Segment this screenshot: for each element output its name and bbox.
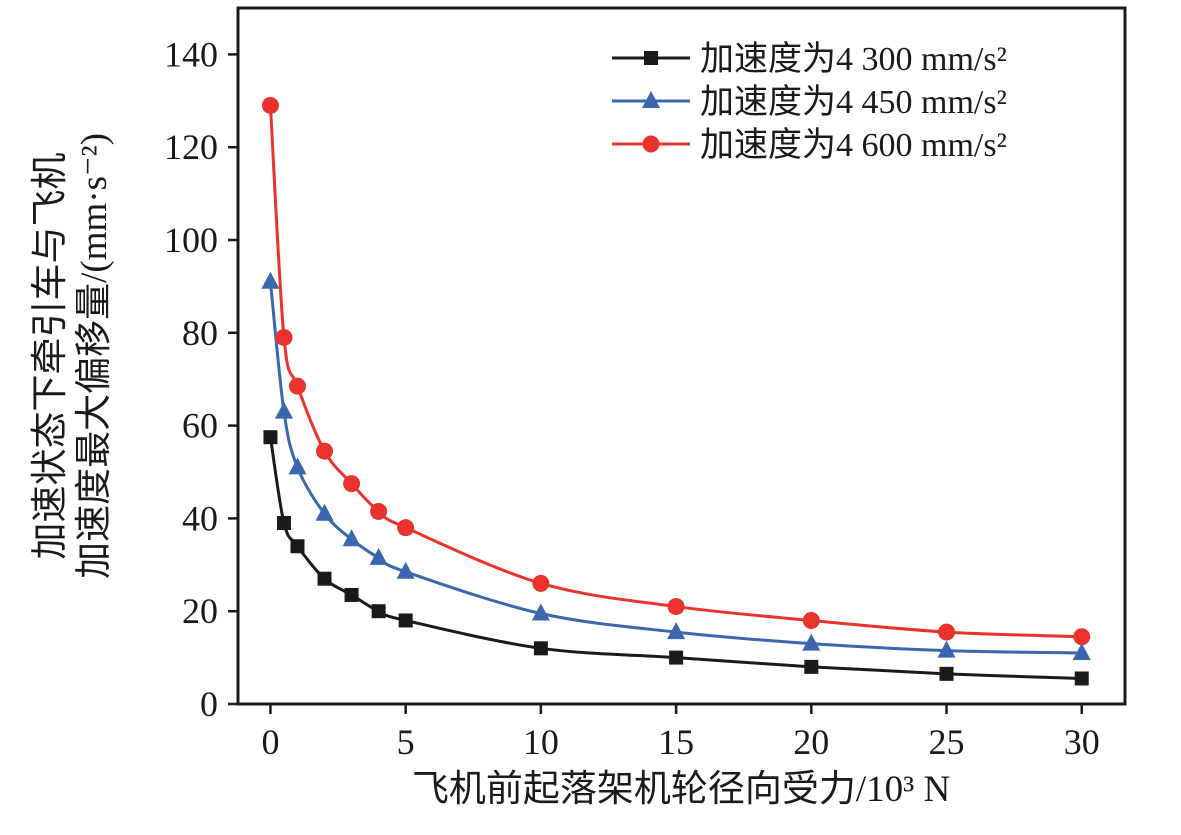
triangle-marker bbox=[802, 633, 821, 651]
circle-marker bbox=[261, 96, 279, 114]
circle-marker bbox=[343, 475, 361, 493]
y-tick-label: 40 bbox=[182, 498, 218, 538]
circle-marker bbox=[1073, 628, 1091, 646]
square-marker bbox=[317, 571, 332, 586]
y-tick-label: 140 bbox=[164, 34, 218, 74]
series-line-2 bbox=[268, 281, 1082, 655]
circle-marker bbox=[370, 502, 388, 520]
triangle-marker bbox=[261, 271, 280, 289]
x-tick-label: 30 bbox=[1064, 722, 1100, 762]
square-marker bbox=[371, 604, 386, 619]
square-marker bbox=[1074, 671, 1089, 686]
legend-label-series-1: 加速度为4 300 mm/s² bbox=[700, 40, 1007, 78]
y-axis-label-line1: 加速状态下牵引车与飞机 bbox=[29, 153, 71, 560]
circle-marker bbox=[642, 135, 660, 153]
triangle-marker bbox=[1072, 642, 1091, 660]
triangle-marker bbox=[369, 547, 388, 565]
triangle-marker bbox=[396, 561, 415, 579]
x-tick-label: 0 bbox=[261, 722, 279, 762]
x-tick-label: 15 bbox=[658, 722, 694, 762]
circle-marker bbox=[938, 623, 956, 641]
square-marker bbox=[263, 430, 278, 445]
circle-marker bbox=[316, 442, 334, 460]
triangle-marker bbox=[937, 640, 956, 658]
legend-label-series-2: 加速度为4 450 mm/s² bbox=[700, 83, 1007, 121]
circle-marker bbox=[532, 574, 550, 592]
x-tick-label: 5 bbox=[397, 722, 415, 762]
triangle-marker bbox=[642, 91, 660, 108]
circle-marker bbox=[802, 611, 820, 629]
y-tick-label: 20 bbox=[182, 591, 218, 631]
x-tick-label: 20 bbox=[793, 722, 829, 762]
series-line-1 bbox=[268, 436, 1082, 680]
plot-frame bbox=[236, 6, 1127, 706]
triangle-marker bbox=[274, 401, 293, 419]
circle-marker bbox=[288, 377, 306, 395]
square-marker bbox=[533, 641, 548, 656]
x-axis-label: 飞机前起落架机轮径向受力/10³ N bbox=[412, 768, 950, 810]
square-marker bbox=[804, 659, 819, 674]
triangle-marker bbox=[315, 503, 334, 521]
square-marker bbox=[290, 539, 305, 554]
square-marker bbox=[276, 516, 291, 531]
square-marker bbox=[669, 650, 684, 665]
square-marker bbox=[644, 51, 658, 65]
series-line-3 bbox=[268, 105, 1082, 639]
legend bbox=[612, 51, 690, 153]
y-tick-label: 80 bbox=[182, 313, 218, 353]
triangle-marker bbox=[342, 529, 361, 547]
legend-label-series-3: 加速度为4 600 mm/s² bbox=[700, 126, 1007, 164]
triangle-marker bbox=[667, 622, 686, 640]
square-marker bbox=[939, 666, 954, 681]
y-tick-label: 100 bbox=[164, 220, 218, 260]
y-tick-label: 60 bbox=[182, 406, 218, 446]
plot-area: 0 5 10 15 20 25 30 0 20 40 60 80 100 120 140 bbox=[164, 6, 1127, 762]
square-marker bbox=[344, 587, 359, 602]
square-marker bbox=[398, 613, 413, 628]
y-axis-label-line2: 加速度最大偏移量/(mm·s⁻²) bbox=[73, 133, 115, 579]
circle-marker bbox=[397, 519, 415, 537]
x-tick-label: 25 bbox=[929, 722, 965, 762]
y-tick-label: 120 bbox=[164, 127, 218, 167]
triangle-marker bbox=[531, 603, 550, 621]
circle-marker bbox=[667, 598, 685, 616]
x-tick-label: 10 bbox=[523, 722, 559, 762]
circle-marker bbox=[275, 328, 293, 346]
y-tick-label: 0 bbox=[200, 684, 218, 724]
triangle-marker bbox=[288, 457, 307, 475]
